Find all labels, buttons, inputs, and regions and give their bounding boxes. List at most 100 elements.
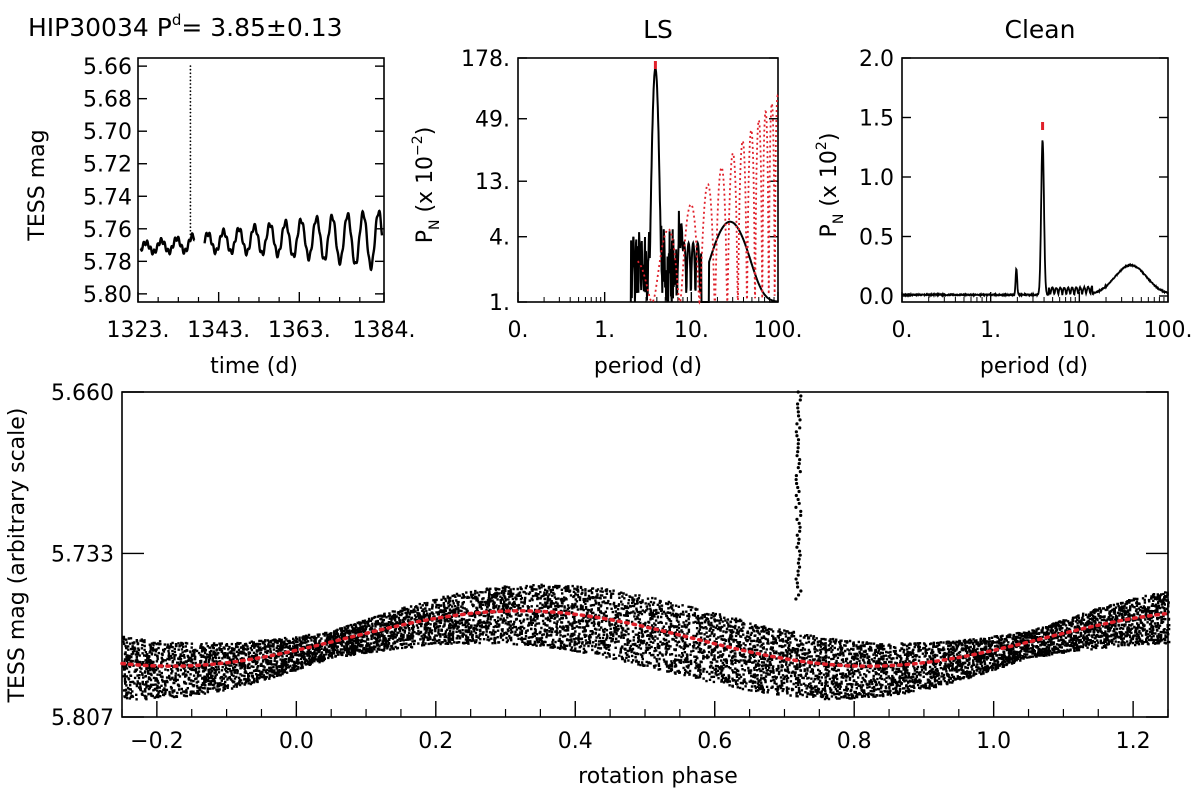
lightcurve-outlier-point — [189, 240, 192, 243]
lightcurve-outlier-point — [189, 211, 192, 214]
phased-outlier-point — [796, 450, 800, 454]
ls-ytick-label: 49. — [475, 108, 510, 133]
phased-outlier-point — [797, 537, 801, 541]
ls-periodogram-panel: 1.4.13.49.178.0. 1. 10. 100. — [461, 47, 802, 343]
lightcurve-outlier-point — [189, 229, 192, 232]
phased-outlier-point — [794, 597, 798, 601]
phased-ytick-label: 5.733 — [51, 542, 114, 567]
lightcurve-outlier-point — [189, 111, 192, 114]
phased-outlier-point — [799, 509, 803, 513]
phased-outlier-point — [796, 446, 800, 450]
phased-outlier-point — [798, 529, 802, 533]
lightcurve-outlier-point — [189, 93, 192, 96]
lightcurve-ytick-label: 5.72 — [83, 153, 132, 178]
phased-outlier-point — [794, 493, 798, 498]
phased-lightcurve-panel: 5.660 5.733 5.807 −0.2 0.0 0.2 0.4 0.6 0.8 1.0 1.2 — [51, 381, 1171, 754]
phased-outlier-point — [798, 553, 802, 557]
lightcurve-xtick-label: 1384. — [353, 318, 416, 343]
lightcurve-line — [203, 209, 384, 272]
lightcurve-outlier-point — [189, 143, 192, 146]
phased-outlier-point — [796, 406, 800, 410]
lightcurve-outlier-point — [189, 154, 192, 157]
clean-periodogram-panel: 0.0 0.5 1.0 1.5 2.0 0. 1. 10. 100. — [859, 47, 1192, 343]
ls-xtick-label: 10. — [674, 318, 709, 343]
lightcurve-outlier-point — [189, 190, 192, 193]
lightcurve-ytick-label: 5.70 — [83, 120, 132, 145]
lightcurve-outlier-point — [189, 101, 192, 103]
clean-xlabel: period (d) — [980, 354, 1088, 379]
lightcurve-xlabel: time (d) — [210, 354, 298, 379]
ls-xtick-label: 0. — [508, 318, 529, 343]
phased-outlier-point — [797, 549, 802, 553]
clean-xtick-label: 0. — [892, 318, 913, 343]
phased-outlier-point — [795, 454, 799, 458]
phased-outlier-point — [796, 561, 801, 565]
phased-outlier-point — [798, 398, 802, 402]
lightcurve-xtick-label: 1323. — [107, 318, 170, 343]
phased-outlier-point — [798, 458, 802, 462]
lightcurve-outlier-point — [189, 204, 192, 207]
lightcurve-outlier-point — [189, 165, 192, 168]
clean-frame — [901, 57, 1169, 303]
lightcurve-outlier-point — [189, 147, 192, 150]
phased-outlier-point — [796, 593, 801, 597]
lightcurve-outlier-point — [189, 169, 192, 171]
lightcurve-ytick-label: 5.68 — [83, 88, 132, 113]
phased-outlier-point — [796, 414, 801, 418]
phased-outlier-point — [796, 390, 800, 394]
clean-ytick-label: 0.5 — [859, 226, 894, 251]
ls-ytick-label: 13. — [475, 170, 510, 195]
phased-xtick-label: 0.8 — [837, 729, 872, 754]
phased-outlier-point — [795, 517, 799, 521]
phased-outlier-point — [799, 589, 803, 593]
clean-xtick-label: 100. — [1144, 318, 1193, 343]
phased-xtick-label: 0.0 — [279, 729, 314, 754]
lightcurve-ytick-label: 5.66 — [83, 55, 132, 80]
lightcurve-outlier-point — [189, 215, 192, 218]
phased-xtick-label: −0.2 — [130, 729, 183, 754]
lightcurve-outlier-point — [189, 136, 192, 139]
lightcurve-line — [139, 231, 196, 256]
phased-outlier-point — [797, 501, 801, 506]
lightcurve-outlier-point — [189, 86, 192, 89]
phased-outlier-point — [796, 541, 801, 545]
phased-outlier-point — [796, 466, 800, 470]
lightcurve-outlier-point — [189, 126, 192, 128]
phased-outlier-point — [794, 477, 798, 482]
phased-outlier-point — [794, 505, 798, 510]
phased-outlier-point — [795, 434, 799, 438]
ls-spectrum-line — [629, 65, 778, 303]
phased-outlier-point — [798, 426, 802, 430]
phased-ytick-label: 5.660 — [51, 381, 114, 406]
phased-outlier-point — [797, 565, 802, 569]
ls-xlabel: period (d) — [594, 354, 702, 379]
ls-ytick-label: 1. — [489, 291, 510, 316]
lightcurve-outlier-point — [189, 97, 192, 100]
lightcurve-outlier-point — [189, 208, 192, 211]
lightcurve-outlier-point — [189, 133, 192, 136]
lightcurve-panel: 5.66 5.68 5.70 5.72 5.74 5.76 5.78 5.80 1323. 134… — [83, 55, 415, 343]
lightcurve-outlier-point — [189, 158, 192, 161]
ls-ytick-label: 4. — [489, 226, 510, 251]
lightcurve-ytick-label: 5.76 — [83, 218, 132, 243]
figure-title: HIP30034 Pd= 3.85±0.13 — [28, 11, 343, 42]
phased-outlier-point — [798, 469, 802, 474]
phased-xtick-label: 1.2 — [1116, 729, 1151, 754]
clean-ytick-label: 0.0 — [859, 285, 894, 310]
lightcurve-outlier-point — [189, 83, 192, 85]
lightcurve-outlier-point — [189, 90, 192, 93]
clean-xtick-label: 1. — [980, 318, 1001, 343]
lightcurve-outlier-point — [189, 194, 192, 196]
lightcurve-outlier-point — [189, 172, 192, 175]
phased-outlier-point — [799, 513, 803, 517]
phased-outlier-point — [795, 581, 799, 585]
lightcurve-outlier-point — [189, 201, 192, 204]
clean-ytick-label: 2.0 — [859, 47, 894, 72]
phased-outlier-point — [797, 462, 801, 466]
ls-panel-title: LS — [643, 15, 673, 44]
phased-outlier-point — [794, 430, 798, 434]
phased-xtick-label: 0.2 — [418, 729, 453, 754]
lightcurve-outlier-point — [189, 75, 192, 78]
lightcurve-ytick-label: 5.78 — [83, 250, 132, 275]
phased-xtick-label: 1.0 — [976, 729, 1011, 754]
